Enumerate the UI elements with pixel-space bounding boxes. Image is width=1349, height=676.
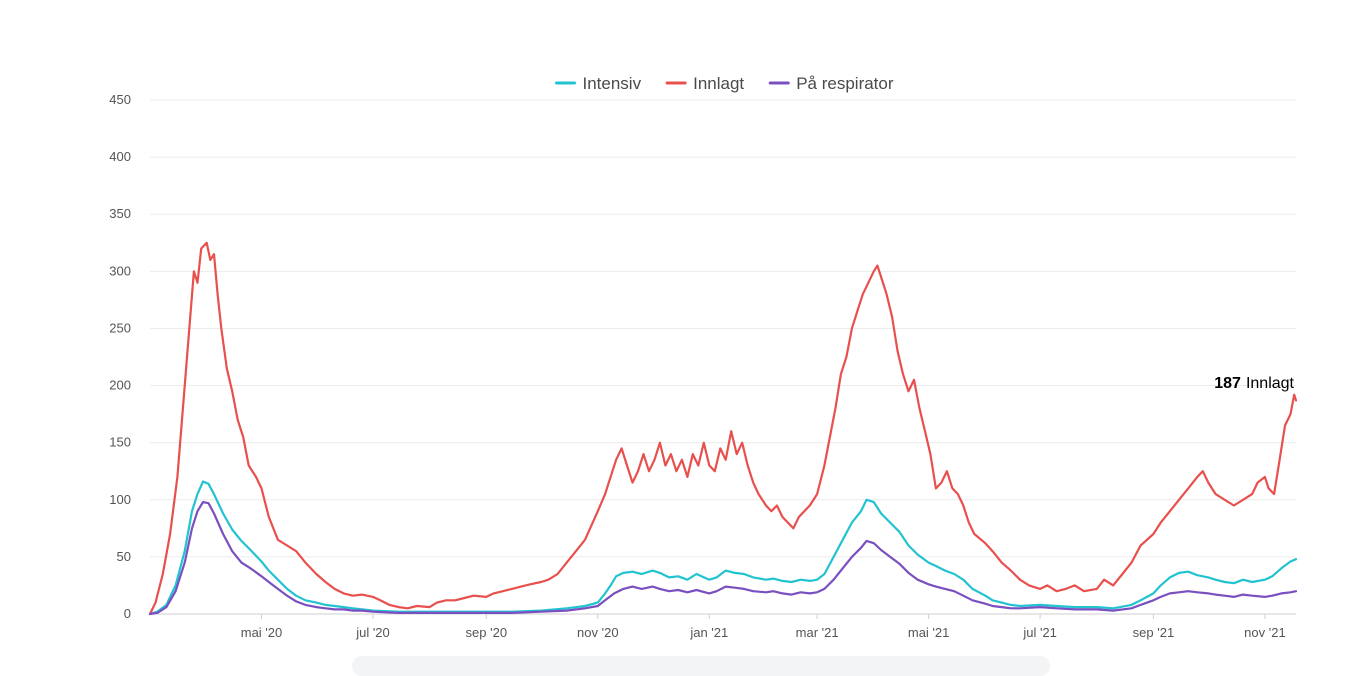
last-value-number: 187 — [1214, 375, 1241, 392]
y-tick-label: 200 — [109, 378, 131, 393]
y-tick-label: 50 — [117, 549, 131, 564]
y-tick-label: 250 — [109, 320, 131, 335]
y-gridlines — [150, 99, 1296, 615]
last-value-label: 187 Innlagt — [1214, 375, 1294, 392]
y-tick-label: 0 — [124, 606, 131, 621]
x-tick-label: mai '21 — [908, 625, 950, 640]
x-tick-label: mar '21 — [796, 625, 839, 640]
x-tick-label: jul '20 — [355, 625, 390, 640]
legend-label: På respirator — [796, 74, 894, 93]
x-tick-label: sep '21 — [1133, 625, 1175, 640]
y-tick-label: 300 — [109, 263, 131, 278]
last-value-series: Innlagt — [1246, 375, 1295, 392]
x-tick-label: jan '21 — [689, 625, 728, 640]
x-tick-label: nov '21 — [1244, 625, 1286, 640]
last-value-annotation: 187 Innlagt — [1214, 375, 1294, 392]
y-tick-label: 450 — [109, 92, 131, 107]
series-line-2 — [148, 501, 1298, 616]
legend: Intensiv Innlagt På respirator — [555, 74, 894, 93]
series-line-0 — [148, 480, 1298, 616]
legend-item[interactable]: Intensiv — [555, 74, 642, 93]
y-tick-label: 100 — [109, 492, 131, 507]
y-tick-label: 150 — [109, 435, 131, 450]
legend-item[interactable]: På respirator — [768, 74, 894, 93]
x-tick-label: jul '21 — [1022, 625, 1057, 640]
y-axis: 0 50 100 150 200 250 300 350 400 450 — [109, 92, 131, 621]
bottom-scroll-bar[interactable] — [352, 656, 1050, 676]
y-tick-label: 400 — [109, 149, 131, 164]
x-tick-label: sep '20 — [466, 625, 508, 640]
x-tick-label: nov '20 — [577, 625, 619, 640]
legend-label: Innlagt — [693, 74, 744, 93]
legend-item[interactable]: Innlagt — [665, 74, 744, 93]
series-line-1 — [148, 241, 1298, 616]
legend-label: Intensiv — [583, 74, 642, 93]
x-tick-label: mai '20 — [241, 625, 283, 640]
y-tick-label: 350 — [109, 206, 131, 221]
x-axis: mai '20 jul '20 sep '20 nov '20 jan '21 mar '… — [241, 614, 1286, 640]
series-lines — [148, 241, 1298, 616]
